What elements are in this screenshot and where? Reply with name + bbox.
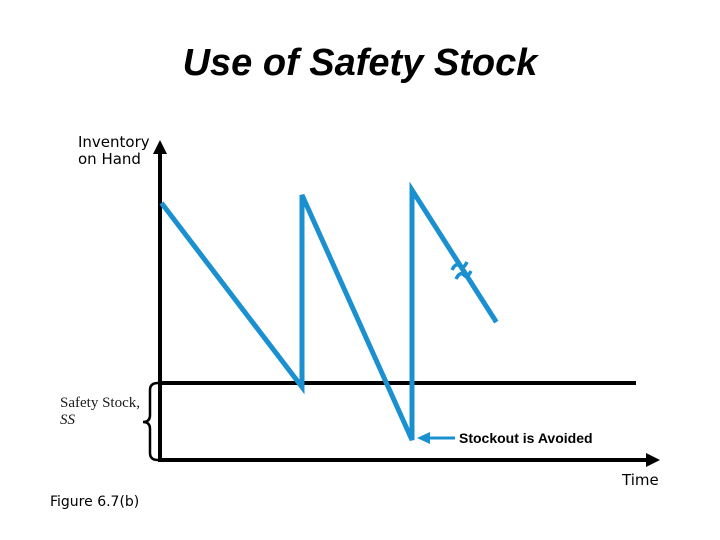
- safety-stock-symbol: SS: [60, 412, 75, 428]
- stockout-annotation: Stockout is Avoided: [459, 430, 593, 446]
- safety-stock-label: Safety Stock, SS: [60, 395, 140, 429]
- x-axis-label: Time: [622, 471, 659, 489]
- figure-caption: Figure 6.7(b): [50, 494, 140, 510]
- y-axis-label: Inventory on Hand: [78, 133, 150, 168]
- safety-stock-text: Safety Stock,: [60, 395, 140, 411]
- safety-stock-brace: [142, 381, 159, 462]
- break-squiggle-mark-2: [454, 270, 473, 280]
- diagram-title: Use of Safety Stock: [182, 42, 538, 84]
- break-squiggle-mark-1: [450, 261, 469, 271]
- stockout-arrowhead: [417, 432, 430, 444]
- y-axis-arrowhead: [153, 140, 167, 154]
- inventory-sawtooth-line: [159, 181, 499, 442]
- x-axis-arrowhead: [646, 453, 660, 467]
